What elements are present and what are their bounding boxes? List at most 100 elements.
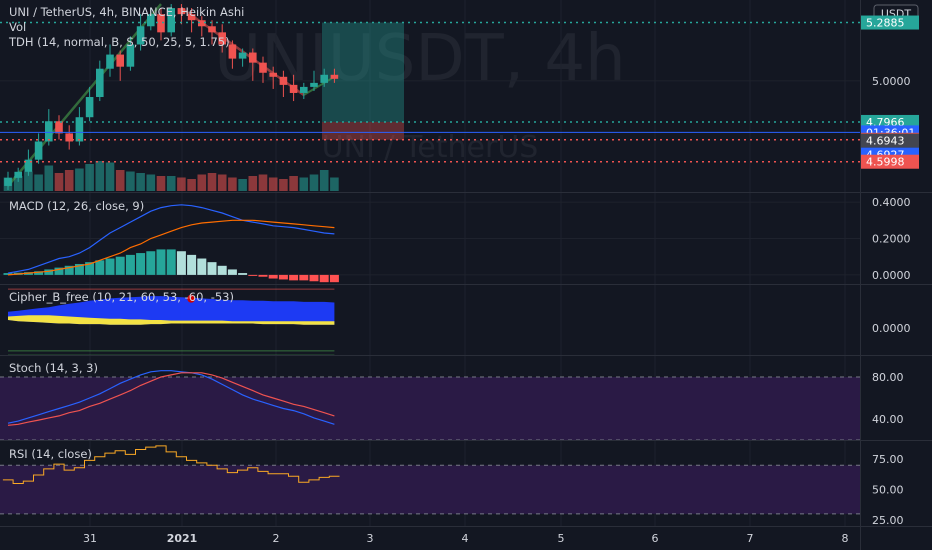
stoch-title[interactable]: Stoch (14, 3, 3) (9, 361, 98, 375)
cipher-money-flow-area[interactable] (8, 315, 335, 325)
volume-bar (85, 164, 94, 191)
rsi-title[interactable]: RSI (14, close) (9, 447, 92, 461)
volume-bar (217, 174, 227, 191)
candle-body[interactable] (228, 44, 237, 59)
position-stop-zone[interactable] (322, 121, 404, 140)
candle-body[interactable] (45, 121, 53, 142)
candle-body[interactable] (96, 68, 104, 98)
cipher-title[interactable]: Cipher_B_free (10, 21, 60, 53, -60, -53) (9, 290, 234, 304)
candle-body[interactable] (147, 14, 155, 27)
candle-body[interactable] (177, 8, 186, 15)
volume-label[interactable]: Vol (9, 20, 26, 34)
time-axis[interactable]: 31 2021 2 3 4 5 6 7 8 (83, 532, 849, 545)
price-axis[interactable]: 5.00005.28854.796601:36:014.70834.69434.… (861, 15, 919, 527)
tdh-support-line[interactable] (7, 3, 162, 187)
symbol-title[interactable]: UNI / TetherUS, 4h, BINANCE, Heikin Ashi (9, 5, 244, 19)
position-target-zone[interactable] (322, 22, 404, 122)
candle-body[interactable] (75, 117, 84, 142)
volume-bar (238, 179, 247, 191)
candle-body[interactable] (198, 20, 206, 27)
candle-body[interactable] (65, 133, 73, 142)
volume-bar (54, 173, 64, 191)
macd-histogram-bar (217, 265, 227, 275)
macd-title[interactable]: MACD (12, 26, close, 9) (9, 199, 144, 213)
candle-body[interactable] (300, 86, 308, 93)
macd-histogram-bar (95, 260, 105, 275)
symbol-watermark-sub: UNI / TetherUS (322, 130, 539, 165)
cipher-wave-area[interactable] (8, 296, 335, 325)
macd-histogram-bar (3, 273, 13, 275)
macd-histogram-bar (258, 274, 268, 277)
candle-body[interactable] (330, 74, 339, 79)
macd-signal-line[interactable] (7, 219, 335, 276)
macd-histogram-bar (238, 273, 248, 275)
cipher-signal-dot[interactable] (187, 294, 196, 303)
candle-body[interactable] (14, 171, 22, 178)
candle-body[interactable] (167, 8, 175, 33)
volume-bar (299, 177, 309, 191)
macd-histogram-bar (64, 265, 74, 275)
candle-body[interactable] (55, 121, 63, 134)
macd-histogram-bar (329, 274, 339, 283)
candle-body[interactable] (136, 26, 145, 45)
tdh-label[interactable]: TDH (14, normal, B, S, 50, 25, 5, 1.75) (8, 35, 230, 49)
macd-histogram-bar (207, 262, 217, 275)
candle-body[interactable] (187, 14, 196, 21)
candle-body[interactable] (269, 72, 277, 77)
volume-bar (187, 179, 196, 191)
stoch-panel[interactable] (0, 370, 860, 441)
macd-histogram-bar (54, 267, 64, 275)
candle-body[interactable] (249, 52, 257, 63)
candle-body[interactable] (24, 159, 33, 172)
macd-panel[interactable] (3, 204, 339, 283)
time-tick-label: 2021 (167, 532, 198, 545)
candle-body[interactable] (218, 32, 226, 45)
macd-histogram-bar (289, 274, 299, 281)
macd-histogram-bar (268, 274, 278, 279)
macd-histogram-bar (299, 274, 309, 281)
tdh-support-line-2[interactable] (303, 75, 335, 96)
volume-bar (156, 176, 166, 191)
volume-bar (24, 171, 33, 191)
candle-body[interactable] (157, 14, 165, 33)
macd-histogram-bar (125, 254, 135, 275)
macd-tick-label: 0.2000 (872, 233, 911, 246)
macd-histogram-bar (156, 249, 166, 275)
cipher-tick-label: 0.0000 (872, 322, 911, 335)
rsi-line[interactable] (2, 445, 340, 484)
volume-bar (146, 174, 156, 191)
stoch-k-line[interactable] (7, 370, 335, 425)
cipher-panel[interactable] (8, 288, 335, 356)
macd-tick-label: 0.0000 (872, 269, 911, 282)
macd-histogram-bar (146, 251, 156, 275)
macd-line[interactable] (7, 204, 335, 274)
candle-body[interactable] (310, 82, 318, 87)
candle-body[interactable] (279, 76, 288, 85)
macd-histogram-bar (105, 258, 115, 275)
candle-body[interactable] (126, 44, 135, 67)
price-panel[interactable] (0, 3, 860, 191)
macd-histogram-bar (34, 271, 44, 275)
macd-histogram-bar (74, 263, 84, 275)
volume-bar (289, 176, 298, 191)
candle-body[interactable] (106, 54, 114, 69)
macd-histogram-bar (319, 274, 329, 283)
stoch-d-line[interactable] (7, 372, 335, 426)
candle-body[interactable] (116, 54, 124, 67)
candle-body[interactable] (238, 52, 247, 59)
time-tick-label: 4 (462, 532, 469, 545)
candle-body[interactable] (4, 177, 12, 186)
price-label-box (861, 154, 919, 169)
candle-body[interactable] (85, 97, 94, 118)
volume-bar (268, 177, 278, 191)
candle-body[interactable] (320, 74, 328, 83)
candle-body[interactable] (259, 62, 267, 73)
macd-histogram-bar (187, 254, 197, 275)
time-tick-label: 5 (558, 532, 565, 545)
candle-body[interactable] (208, 26, 216, 33)
rsi-panel[interactable] (0, 445, 860, 515)
candle-body[interactable] (34, 141, 43, 160)
volume-bar (136, 173, 145, 191)
candle-body[interactable] (289, 84, 298, 93)
